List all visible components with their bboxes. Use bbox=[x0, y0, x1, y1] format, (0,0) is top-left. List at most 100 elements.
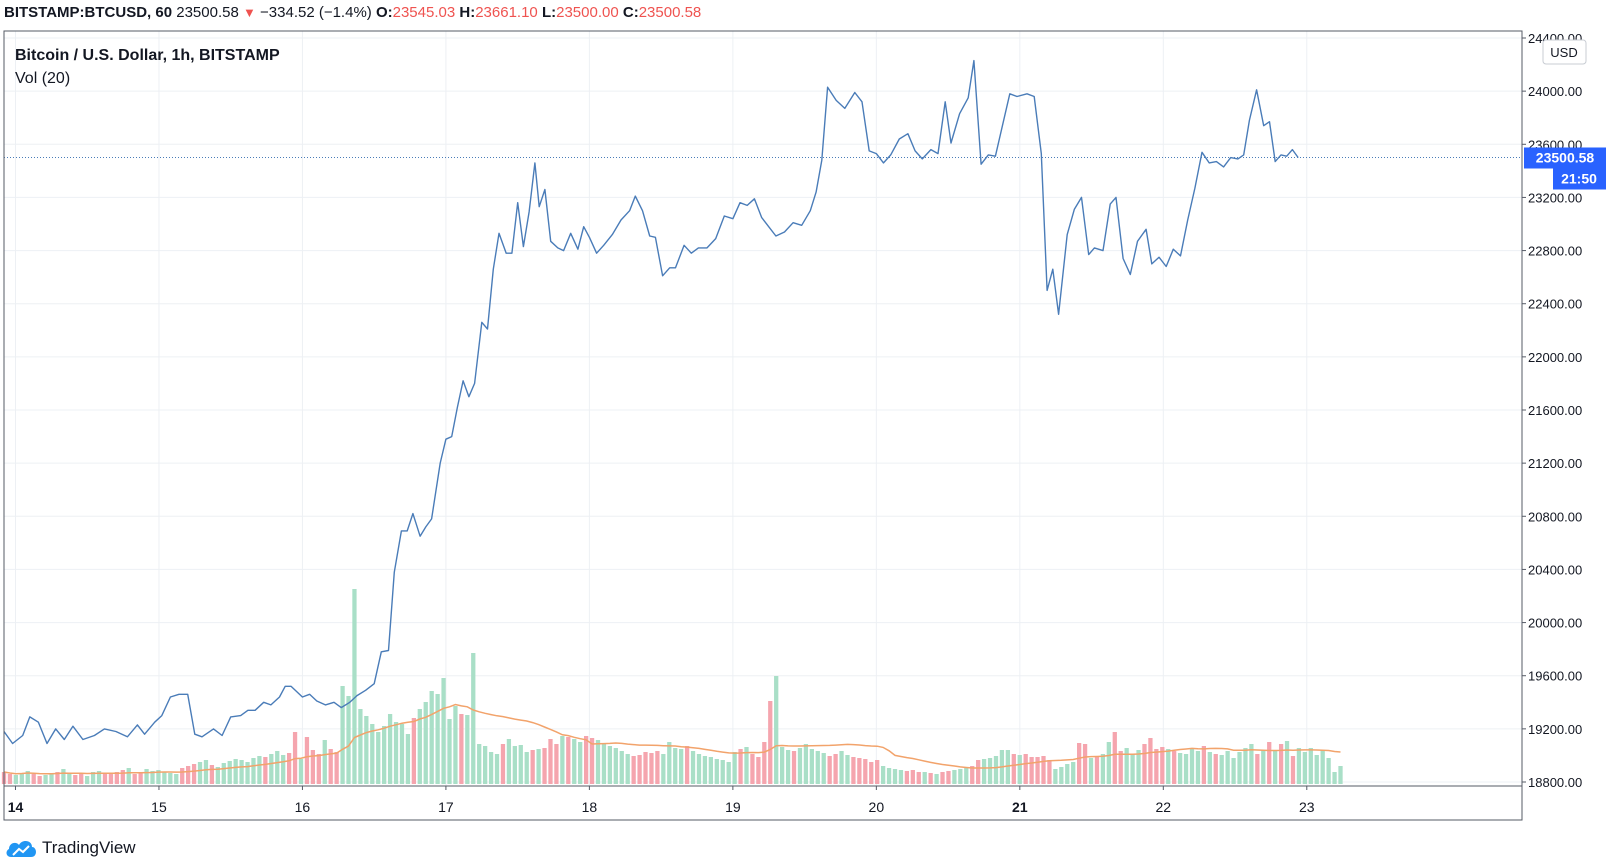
volume-bar bbox=[970, 766, 975, 784]
volume-bar bbox=[946, 771, 951, 784]
volume-bar bbox=[785, 750, 791, 784]
volume-bar bbox=[839, 751, 844, 784]
y-tick-label: 19600.00 bbox=[1528, 669, 1582, 684]
volume-bar bbox=[981, 759, 987, 784]
close-label: C: bbox=[622, 4, 639, 21]
volume-bar bbox=[1130, 754, 1135, 784]
volume-bar bbox=[940, 772, 945, 784]
volume-bar bbox=[298, 759, 304, 784]
volume-bar bbox=[987, 758, 993, 784]
price-axis[interactable]: 18800.00 19200.00 19600.00 20000.00 20400.00… bbox=[1522, 31, 1582, 790]
volume-bar bbox=[435, 694, 440, 784]
volume-bar bbox=[619, 751, 624, 784]
open-value: 23545.03 bbox=[392, 4, 456, 21]
volume-bar bbox=[114, 772, 119, 784]
volume-bar bbox=[126, 768, 131, 784]
volume-bar bbox=[1136, 750, 1141, 784]
volume-bar bbox=[809, 749, 814, 784]
y-tick-label: 22400.00 bbox=[1528, 297, 1582, 312]
volume-bar bbox=[833, 754, 838, 784]
tradingview-logo-icon bbox=[6, 841, 37, 857]
volume-bar bbox=[1231, 758, 1236, 784]
volume-legend[interactable]: Vol (20) bbox=[15, 70, 70, 87]
volume-bar bbox=[744, 747, 749, 784]
volume-bar bbox=[1035, 757, 1040, 784]
close-value: 23500.58 bbox=[638, 4, 702, 21]
volume-bar bbox=[762, 742, 767, 784]
volume-bar bbox=[1195, 751, 1201, 784]
volume-bar bbox=[37, 776, 42, 784]
volume-bar bbox=[595, 740, 601, 784]
volume-bar bbox=[263, 757, 268, 784]
change-down-icon: ▼ bbox=[242, 5, 256, 20]
volume-bar bbox=[756, 757, 761, 784]
y-tick-label: 20000.00 bbox=[1528, 616, 1582, 631]
volume-bar bbox=[73, 775, 78, 784]
volume-bar bbox=[269, 754, 274, 784]
x-tick-label: 15 bbox=[151, 799, 167, 815]
volume-bar bbox=[774, 676, 779, 784]
high-value: 23661.10 bbox=[475, 4, 538, 21]
volume-bar bbox=[500, 744, 506, 784]
volume-bar bbox=[637, 755, 642, 784]
volume-bar bbox=[726, 762, 731, 784]
x-tick-label: 18 bbox=[582, 799, 598, 815]
volume-bar bbox=[702, 756, 708, 784]
x-tick-label: 19 bbox=[725, 799, 741, 815]
volume-bar bbox=[1118, 751, 1123, 784]
volume-bar bbox=[488, 752, 494, 784]
volume-bar bbox=[643, 752, 648, 784]
volume-bar bbox=[898, 770, 904, 784]
volume-bar bbox=[387, 714, 393, 784]
volume-bar bbox=[589, 738, 595, 784]
volume-bar bbox=[1160, 747, 1165, 784]
volume-bar bbox=[227, 761, 232, 784]
time-axis[interactable]: 14 15 16 17 18 19 20 21 22 23 bbox=[8, 786, 1315, 815]
volume-bar bbox=[1148, 738, 1153, 784]
volume-bar bbox=[168, 773, 173, 784]
volume-bar bbox=[85, 776, 90, 784]
volume-bar bbox=[916, 772, 921, 784]
volume-bar bbox=[934, 774, 939, 784]
volume-bar bbox=[1071, 762, 1076, 784]
volume-bar bbox=[364, 716, 369, 784]
volume-bar bbox=[120, 770, 125, 784]
volume-bar bbox=[197, 762, 203, 784]
y-tick-label: 21200.00 bbox=[1528, 456, 1582, 471]
volume-bar bbox=[144, 769, 149, 784]
volume-bar bbox=[49, 773, 54, 784]
volume-bar bbox=[857, 758, 862, 784]
currency-badge[interactable]: USD bbox=[1542, 39, 1587, 65]
volume-bar bbox=[245, 762, 250, 784]
volume-bar bbox=[19, 773, 24, 784]
volume-bar bbox=[156, 770, 161, 784]
volume-bar bbox=[875, 760, 880, 784]
volume-bar bbox=[447, 719, 452, 784]
chart-legend-title[interactable]: Bitcoin / U.S. Dollar, 1h, BITSTAMP bbox=[15, 47, 280, 64]
volume-bar bbox=[661, 754, 666, 784]
volume-bar bbox=[1273, 751, 1278, 784]
volume-bar bbox=[993, 756, 999, 784]
low-value: 23500.00 bbox=[556, 4, 619, 21]
volume-bar bbox=[803, 744, 809, 784]
volume-bar bbox=[1189, 749, 1195, 784]
volume-bar bbox=[506, 739, 512, 784]
volume-bar bbox=[96, 771, 102, 784]
volume-bar bbox=[655, 751, 660, 784]
volume-bar bbox=[964, 767, 969, 784]
volume-bar bbox=[1041, 756, 1046, 784]
low-label: L: bbox=[541, 4, 557, 21]
tradingview-branding[interactable]: TradingView bbox=[4, 836, 136, 860]
volume-bar bbox=[607, 746, 613, 784]
volume-bar bbox=[928, 773, 933, 784]
symbol-name[interactable]: BITSTAMP:BTCUSD, 60 bbox=[4, 4, 173, 21]
volume-bar bbox=[132, 774, 137, 784]
volume-bar bbox=[1302, 752, 1307, 784]
volume-bar bbox=[1023, 754, 1028, 784]
last-price-badge-value: 23500.58 bbox=[1536, 149, 1595, 165]
volume-bar bbox=[316, 754, 321, 784]
volume-bar bbox=[340, 686, 345, 784]
volume-bar bbox=[922, 772, 927, 784]
volume-bar bbox=[578, 742, 583, 784]
